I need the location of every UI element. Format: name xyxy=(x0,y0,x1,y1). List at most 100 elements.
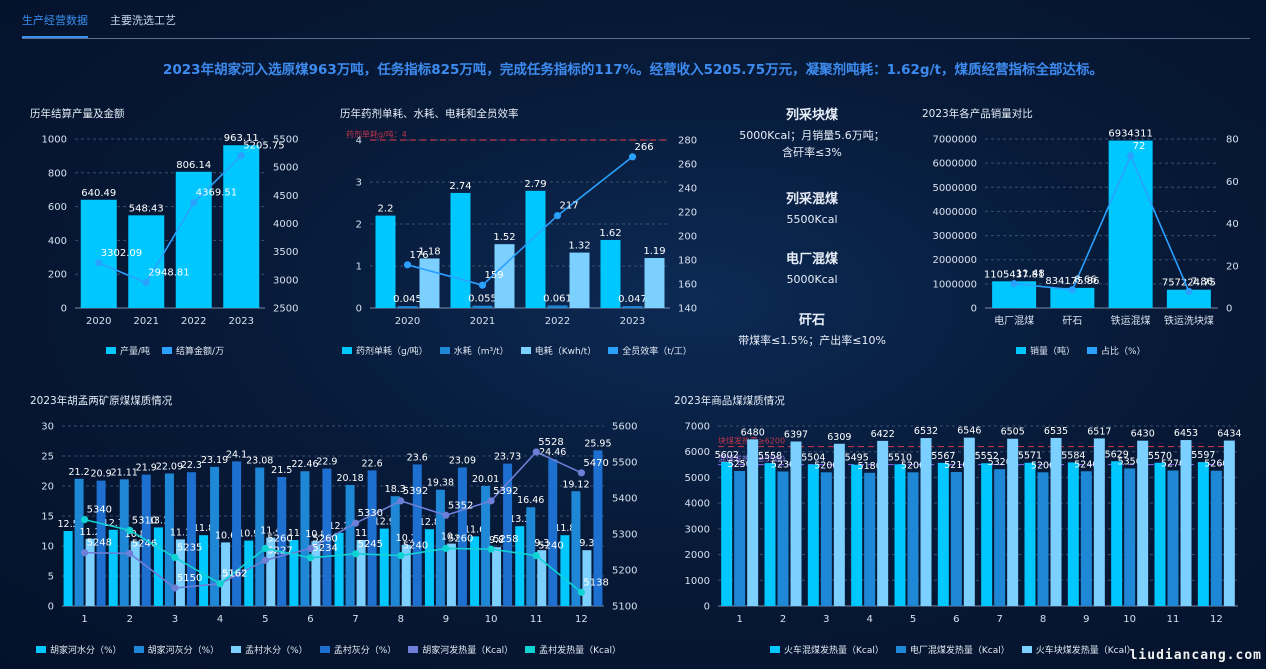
legend-swatch xyxy=(1087,347,1098,354)
c1-line-point xyxy=(190,199,198,207)
c5-bar-label: 6309 xyxy=(827,432,851,443)
c1-series-line xyxy=(98,155,242,284)
c4-bar-label: 10.8 xyxy=(305,529,326,540)
c2-y2tick-label: 220 xyxy=(678,208,697,219)
c4-bar-label: 24.46 xyxy=(539,447,566,458)
legend-swatch xyxy=(439,347,450,354)
spec-title: 矸石 xyxy=(798,313,825,328)
c5-ytick-label: 2000 xyxy=(685,550,710,561)
c4-xtick-label: 2 xyxy=(127,614,133,625)
c4-bar xyxy=(210,466,220,606)
c5-bar xyxy=(994,469,1006,606)
spec-gangue: 矸石 带煤率≤1.5%；产出率≤10% xyxy=(722,309,902,349)
c4-point-label: 5245 xyxy=(358,539,383,550)
c4-point-label: 5392 xyxy=(493,486,518,497)
c1-y2tick-label: 4500 xyxy=(273,191,298,202)
c2-y2tick-label: 180 xyxy=(678,256,697,267)
legend-item[interactable]: 销量（吨） xyxy=(1016,344,1075,357)
c5-bar-label: 6434 xyxy=(1217,429,1241,440)
c5-bar xyxy=(1037,472,1049,606)
c4-bar xyxy=(266,537,276,606)
c5-ytick-label: 6000 xyxy=(685,447,710,458)
c4-bar xyxy=(85,538,95,606)
legend-item[interactable]: 水耗（m³/t） xyxy=(439,344,509,357)
chart2-title: 历年药剂单耗、水耗、电耗和全员效率 xyxy=(340,108,519,120)
c3-ytick-label: 6000000 xyxy=(932,159,977,170)
legend-item[interactable]: 火车混煤发热量（Kcal） xyxy=(770,643,884,656)
c4-point-label: 5138 xyxy=(583,577,608,588)
c4-point-label: 5330 xyxy=(358,508,383,519)
c5-bar xyxy=(1223,440,1235,606)
c5-bar-label: 5567 xyxy=(931,451,955,462)
c2-bar-label: 1.19 xyxy=(643,246,665,257)
legend-item[interactable]: 孟村发热量（Kcal） xyxy=(525,643,621,656)
c4-bar xyxy=(424,529,434,606)
c5-bar xyxy=(1124,468,1136,606)
c3-y2tick-label: 60 xyxy=(1226,177,1239,188)
c2-bar-label: 0.045 xyxy=(393,294,422,305)
legend-item[interactable]: 电厂混煤发热量（Kcal） xyxy=(895,643,1010,656)
c4-point-label: 5162 xyxy=(222,569,247,580)
c1-y2tick-label: 5000 xyxy=(273,163,298,174)
legend-item[interactable]: 胡家河灰分（%） xyxy=(133,643,219,656)
c4-line-point xyxy=(306,554,315,562)
c5-bar-label: 5270 xyxy=(1161,458,1185,469)
c1-point-label: 2948.81 xyxy=(148,268,189,279)
c4-bar xyxy=(334,532,344,606)
c4-bar-label: 12.9 xyxy=(374,517,395,528)
c5-xtick-label: 5 xyxy=(910,614,916,625)
legend-item[interactable]: 占比（%） xyxy=(1087,344,1146,357)
c5-bar-label: 6422 xyxy=(871,429,895,440)
c5-bar-label: 5510 xyxy=(888,452,912,463)
c4-line-point xyxy=(351,519,360,527)
c4-ytick-label: 10 xyxy=(41,542,54,553)
legend-item[interactable]: 孟村水分（%） xyxy=(231,643,308,656)
spec-title: 列采块煤 xyxy=(785,108,838,123)
c4-bar-label: 23.09 xyxy=(449,455,476,466)
c4-bar-label: 12.5 xyxy=(58,519,79,530)
legend-item[interactable]: 孟村灰分（%） xyxy=(319,643,396,656)
spec-block-coal: 列采块煤 5000Kcal；月销量5.6万吨； 含矸率≤3% xyxy=(722,104,902,161)
legend-item[interactable]: 电耗（Kwh/t） xyxy=(520,344,596,357)
c2-y2tick-label: 160 xyxy=(678,280,697,291)
c2-y2tick-label: 260 xyxy=(678,160,697,171)
c4-line-point xyxy=(80,549,89,557)
c4-bar-label: 22.09 xyxy=(156,461,183,472)
c5-bar-label: 5584 xyxy=(1061,450,1085,461)
c4-xtick-label: 10 xyxy=(485,614,498,625)
legend-item[interactable]: 结算金额/万 xyxy=(162,344,224,357)
c2-bar xyxy=(547,305,568,308)
c4-xtick-label: 8 xyxy=(398,614,404,625)
c4-bar-label: 10.8 xyxy=(125,529,146,540)
legend-item[interactable]: 全员效率（t/工） xyxy=(608,344,692,357)
c2-bar xyxy=(644,258,665,308)
c4-bar-label: 20.9 xyxy=(91,469,112,480)
legend-item[interactable]: 火车块煤发热量（Kcal） xyxy=(1021,643,1136,656)
spec-title: 电厂混煤 xyxy=(785,252,838,267)
c4-bar-label: 23.73 xyxy=(494,452,521,463)
c5-bar xyxy=(820,472,832,606)
c4-bar xyxy=(289,540,299,606)
c4-bar xyxy=(96,480,106,606)
legend-label: 电厂混煤发热量（Kcal） xyxy=(909,646,1010,656)
c4-point-label: 5340 xyxy=(87,505,112,516)
c5-bar xyxy=(1154,462,1166,606)
legend-item[interactable]: 产量/吨 xyxy=(106,344,150,357)
legend-item[interactable]: 药剂单耗（g/吨） xyxy=(342,344,428,357)
c5-bar xyxy=(920,438,932,606)
c2-line-point xyxy=(553,212,562,220)
c5-ytick-label: 3000 xyxy=(685,524,710,535)
c4-point-label: 5392 xyxy=(403,486,428,497)
legend-item[interactable]: 胡家河水分（%） xyxy=(36,643,122,656)
c4-bar-label: 11.8 xyxy=(193,523,214,534)
c1-xtick-label: 2021 xyxy=(134,316,159,327)
tab-production-data[interactable]: 生产经营数据 xyxy=(22,12,88,38)
legend-item[interactable]: 胡家河发热量（Kcal） xyxy=(408,643,513,656)
tab-washing-process[interactable]: 主要洗选工艺 xyxy=(110,14,176,27)
c4-bar-label: 10.2 xyxy=(396,533,417,544)
c4-bar xyxy=(153,527,163,606)
c2-bar-label: 2.2 xyxy=(378,204,394,215)
spec-line: 带煤率≤1.5%；产出率≤10% xyxy=(738,334,886,347)
spec-line: 5000Kcal xyxy=(786,273,838,286)
c4-point-label: 5260 xyxy=(448,533,473,544)
